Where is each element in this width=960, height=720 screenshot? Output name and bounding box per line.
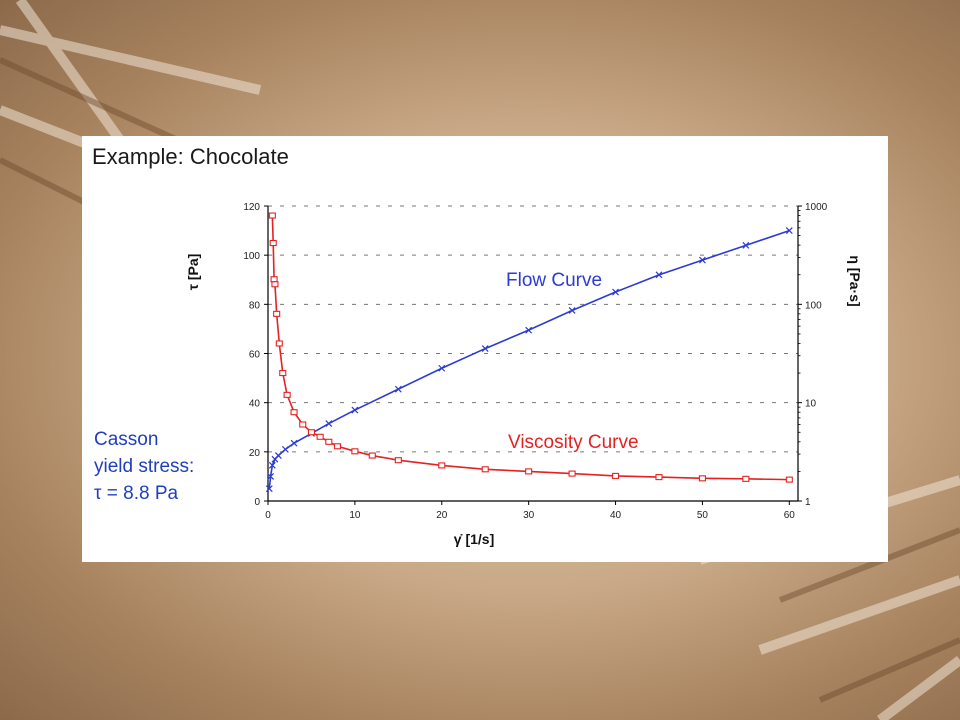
viscosity-curve-point (290, 409, 298, 416)
flow-curve-point (699, 256, 706, 264)
flow-point-stroke (742, 241, 750, 249)
casson-yield-stress-note: Casson yield stress: τ = 8.8 Pa (94, 426, 194, 507)
viscosity-curve-point (438, 462, 446, 469)
y-axis-left-label: τ [Pa] (185, 254, 201, 291)
viscosity-curve-point (325, 438, 333, 445)
viscosity-curve-point (333, 443, 342, 450)
viscosity-curve-point (394, 457, 402, 464)
flow-point-stroke (268, 461, 276, 469)
flow-point-stroke (265, 485, 273, 493)
annotation-line-1: Casson (94, 429, 159, 450)
flow-point-stroke (699, 256, 706, 264)
viscosity-curve-point (268, 212, 276, 219)
viscosity-curve-point (785, 476, 793, 483)
y-right-tick-label: 1000 (805, 202, 828, 213)
flow-curve-point (438, 364, 446, 372)
flow-curve-point (275, 452, 282, 459)
x-axis-label: γ̇ [1/s] (454, 531, 494, 547)
viscosity-curve-point (279, 370, 287, 377)
viscosity-curve-point (307, 429, 315, 436)
x-tick-label: 50 (697, 510, 709, 521)
y-left-tick-label: 20 (249, 448, 261, 459)
viscosity-curve-point (299, 421, 307, 428)
flow-point-stroke (394, 385, 402, 393)
y-left-tick-label: 100 (243, 251, 260, 262)
viscosity-curve-point (283, 391, 291, 398)
flow-point-stroke (481, 345, 489, 353)
x-tick-label: 40 (610, 510, 622, 521)
flow-curve-point (290, 439, 298, 447)
grid (268, 205, 798, 453)
flow-point-stroke (351, 406, 359, 414)
flow-curve-point (742, 241, 750, 249)
x-tick-label: 60 (784, 510, 796, 521)
x-tick-label: 20 (436, 510, 448, 521)
viscosity-curve-point (568, 470, 576, 477)
viscosity-curve-point (269, 239, 277, 247)
page-title: Example: Chocolate (92, 144, 289, 169)
viscosity-curve-point (655, 474, 663, 481)
y-right-tick-label: 10 (805, 399, 817, 410)
y-left-tick-label: 80 (249, 300, 261, 311)
viscosity-curve-point (611, 472, 620, 479)
chart-panel: Example: Chocolate 0 20 40 60 80 100 120 1 10 100… (82, 136, 888, 562)
viscosity-curve-point (273, 310, 281, 317)
annotation-line-3: τ = 8.8 Pa (94, 483, 179, 504)
flow-point-stroke (267, 472, 275, 480)
x-tick-label: 30 (523, 510, 535, 521)
x-tick-label: 0 (265, 510, 271, 521)
flow-curve-point (268, 461, 276, 469)
viscosity-curve-point (270, 276, 278, 283)
flow-curve-point (785, 227, 793, 235)
y-right-tick-label: 1 (805, 497, 811, 508)
flow-curve-point (481, 345, 489, 353)
flow-curve-point (351, 406, 359, 414)
flow-curve-point (655, 271, 663, 279)
annotation-line-2: yield stress: (94, 456, 195, 477)
flow-curve-point (394, 385, 402, 393)
flow-curve-point (325, 420, 333, 427)
y-left-tick-label: 60 (249, 350, 261, 361)
viscosity-curve-point (368, 452, 376, 459)
flow-curve-point (281, 445, 289, 453)
flow-curve-point (612, 288, 619, 296)
flow-point-stroke (290, 439, 298, 447)
y-left-tick-label: 0 (254, 497, 260, 508)
flow-point-stroke (612, 288, 619, 296)
y-axis-right-label: η [Pa·s] (847, 255, 863, 306)
flow-curve-point (265, 485, 273, 493)
viscosity-curve-label: Viscosity Curve (508, 432, 639, 453)
flow-point-stroke (281, 445, 289, 453)
flow-curve-point (525, 326, 533, 334)
y-left-tick-label: 40 (249, 399, 261, 410)
flow-point-stroke (785, 227, 793, 235)
flow-curve-point (267, 472, 275, 480)
viscosity-curve-point (742, 475, 750, 482)
viscosity-curve-point (525, 468, 533, 475)
viscosity-curve-series (268, 212, 793, 483)
flow-point-stroke (275, 452, 282, 459)
viscosity-curve-line (271, 215, 790, 481)
flow-curve-point (568, 307, 576, 314)
viscosity-curve-point (481, 466, 489, 473)
flow-curve-label: Flow Curve (506, 270, 602, 291)
viscosity-curve-point (271, 281, 279, 288)
flow-curve-series (265, 227, 793, 493)
flow-point-stroke (438, 364, 446, 372)
y-left-tick-label: 120 (243, 202, 260, 213)
flow-point-stroke (325, 420, 333, 427)
flow-point-stroke (568, 307, 576, 314)
y-right-tick-label: 100 (805, 300, 822, 311)
viscosity-curve-point (316, 433, 324, 440)
viscosity-curve-point (351, 448, 359, 455)
flow-point-stroke (525, 326, 533, 334)
flow-point-stroke (655, 271, 663, 279)
x-tick-label: 10 (349, 510, 361, 521)
viscosity-curve-point (275, 340, 283, 347)
viscosity-curve-point (698, 475, 706, 482)
